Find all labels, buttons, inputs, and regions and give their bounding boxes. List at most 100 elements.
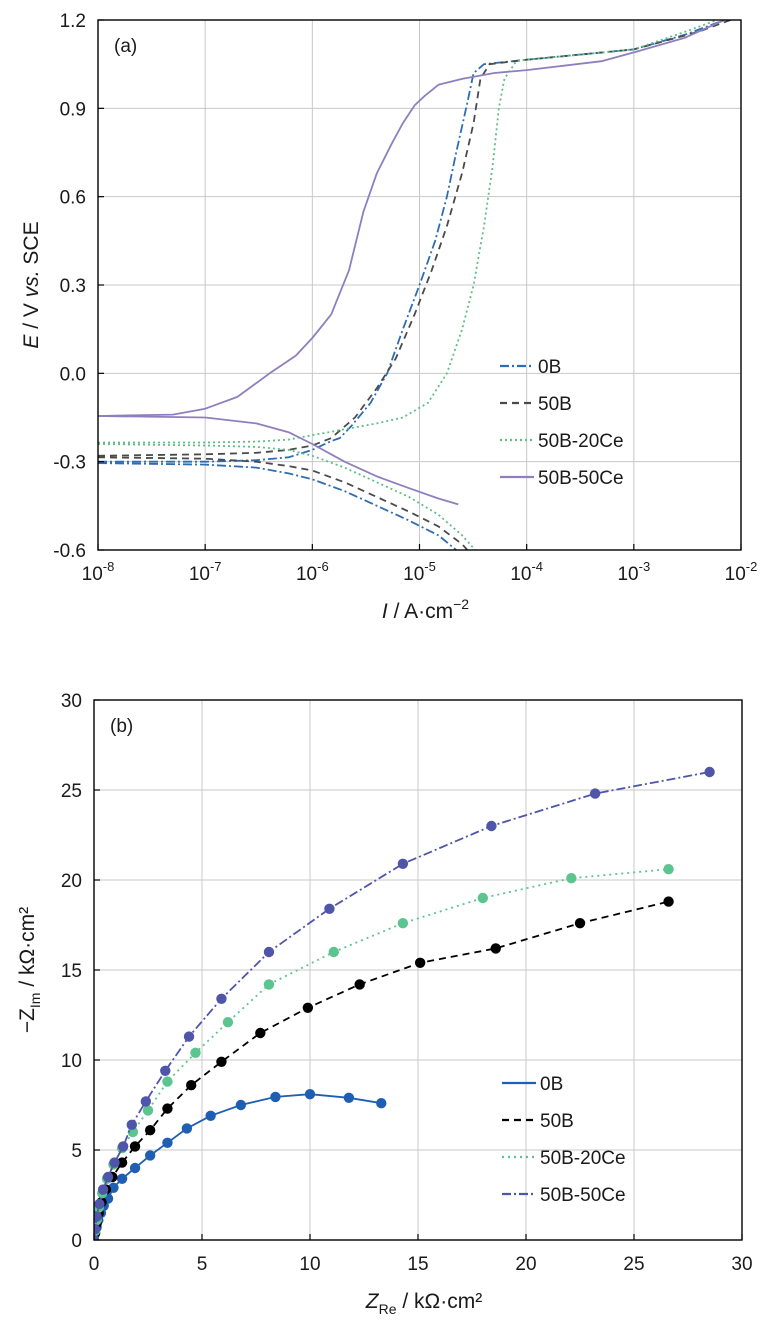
data-point-50B [129, 1141, 141, 1152]
legend-label-0B: 0B [540, 1074, 563, 1095]
data-point-50B-50Ce [263, 946, 275, 958]
data-point-50B-50Ce [94, 1211, 102, 1222]
data-point-50B-50Ce [94, 1198, 105, 1210]
x-tick-label: 5 [197, 1254, 208, 1275]
x-tick-label: 10-8 [82, 559, 115, 585]
data-point-50B-50Ce [94, 1224, 101, 1235]
y-axis-label: −ZIm / kΩ·cm² [16, 907, 43, 1033]
data-point-50B [216, 1056, 227, 1068]
data-point-50B-50Ce [94, 1234, 100, 1240]
y-tick-label: 20 [61, 871, 82, 892]
legend-label-50B-50Ce: 50B-50Ce [540, 1185, 626, 1206]
legend-label-50B: 50B [538, 394, 572, 415]
y-tick-label: 5 [71, 1141, 82, 1162]
data-point-50B-50Ce [97, 1184, 109, 1195]
data-point-50B-20Ce [263, 979, 275, 990]
legend-label-50B: 50B [540, 1111, 574, 1132]
polarization-curve-anodic-50B [98, 20, 731, 457]
data-point-0B [162, 1137, 173, 1149]
x-tick-label: 10-4 [510, 559, 543, 585]
plot-area [94, 766, 715, 1240]
y-tick-label: 0 [71, 1231, 82, 1252]
x-tick-label: 25 [623, 1254, 644, 1275]
data-point-0B [116, 1173, 128, 1185]
legend-label-50B-50Ce: 50B-50Ce [538, 468, 624, 489]
data-point-0B [270, 1091, 281, 1103]
series-50B-20Ce [98, 20, 718, 550]
polarization-curve-anodic-50B-50Ce [98, 20, 725, 417]
x-tick-label: 10-3 [617, 559, 650, 585]
x-tick-label: 30 [731, 1254, 752, 1275]
polarization-curve-anodic-50B-20Ce [98, 20, 718, 444]
data-point-50B-50Ce [109, 1157, 120, 1168]
y-axis-label: E / V vs. SCE [20, 221, 43, 348]
legend: 0B 50B 50B-20Ce 50B-50Ce [502, 1074, 626, 1206]
data-point-50B [354, 979, 365, 990]
series-50B [98, 20, 731, 550]
data-point-50B-50Ce [102, 1171, 114, 1183]
polarization-curve-cathodic-50B-50Ce [98, 415, 459, 506]
chart-panel-0: 10-8 10-7 10-6 10-5 10-4 10-3 10-2 -0.6 -0.3 0.0 0… [20, 11, 757, 623]
y-tick-label: 10 [61, 1051, 82, 1072]
data-point-50B-50Ce [486, 820, 497, 832]
data-point-0B [304, 1089, 316, 1100]
y-tick-label: 0.9 [60, 99, 86, 120]
y-tick-label: 30 [61, 691, 82, 712]
data-point-50B-50Ce [140, 1096, 152, 1107]
data-point-50B-20Ce [222, 1017, 234, 1028]
data-point-50B-20Ce [162, 1076, 173, 1087]
data-point-50B-50Ce [216, 993, 227, 1004]
series-0B [94, 1089, 387, 1240]
data-point-50B-50Ce [704, 766, 715, 778]
data-point-50B-50Ce [183, 1031, 195, 1042]
data-point-50B-50Ce [160, 1065, 171, 1077]
data-point-50B-20Ce [663, 864, 674, 875]
data-point-50B [663, 896, 674, 907]
polarization-curve-cathodic-0B [98, 462, 457, 550]
data-point-0B [129, 1162, 141, 1174]
data-point-50B-50Ce [589, 788, 601, 799]
polarization-curve-cathodic-50B [98, 456, 469, 550]
y-tick-label: 0.3 [60, 276, 86, 297]
y-tick-label: 0.0 [60, 364, 86, 385]
data-point-50B-20Ce [397, 918, 409, 929]
y-tick-label: 1.2 [60, 11, 86, 32]
x-tick-label: 10-7 [189, 559, 222, 585]
data-point-0B [376, 1098, 387, 1109]
y-tick-label: 15 [61, 961, 82, 982]
panel-label: (b) [110, 716, 133, 737]
data-point-50B-50Ce [126, 1119, 137, 1131]
x-tick-label: 10-2 [725, 559, 758, 585]
data-point-50B-50Ce [397, 858, 409, 869]
data-point-50B-20Ce [190, 1047, 201, 1059]
data-point-50B [162, 1103, 173, 1114]
x-tick-label: 10 [299, 1254, 320, 1275]
x-tick-label: 10-6 [296, 559, 329, 585]
data-point-50B [144, 1125, 156, 1136]
series-0B [98, 20, 725, 550]
x-tick-label: 0 [89, 1254, 100, 1275]
x-tick-label: 15 [407, 1254, 428, 1275]
data-point-50B-20Ce [328, 946, 339, 958]
data-point-50B [186, 1080, 197, 1091]
series-50B-50Ce [94, 766, 715, 1240]
x-axis-label: I / A·cm−2 [382, 596, 469, 623]
data-point-0B [181, 1123, 193, 1134]
data-point-50B [574, 918, 586, 929]
data-point-50B [414, 957, 426, 968]
data-point-50B [116, 1157, 128, 1168]
data-point-0B [205, 1110, 216, 1122]
panel-label: (a) [114, 36, 137, 57]
x-tick-label: 20 [515, 1254, 536, 1275]
polarization-curve-anodic-0B [98, 20, 725, 463]
polarization-curve-cathodic-50B-20Ce [98, 443, 476, 550]
legend: 0B 50B 50B-20Ce 50B-50Ce [500, 357, 624, 489]
data-point-50B [490, 943, 501, 954]
data-point-50B-20Ce [477, 892, 488, 904]
legend-label-50B-20Ce: 50B-20Ce [538, 431, 624, 452]
data-point-50B-50Ce [117, 1141, 129, 1152]
y-tick-label: 0.6 [60, 188, 86, 209]
data-point-50B-20Ce [142, 1105, 154, 1116]
